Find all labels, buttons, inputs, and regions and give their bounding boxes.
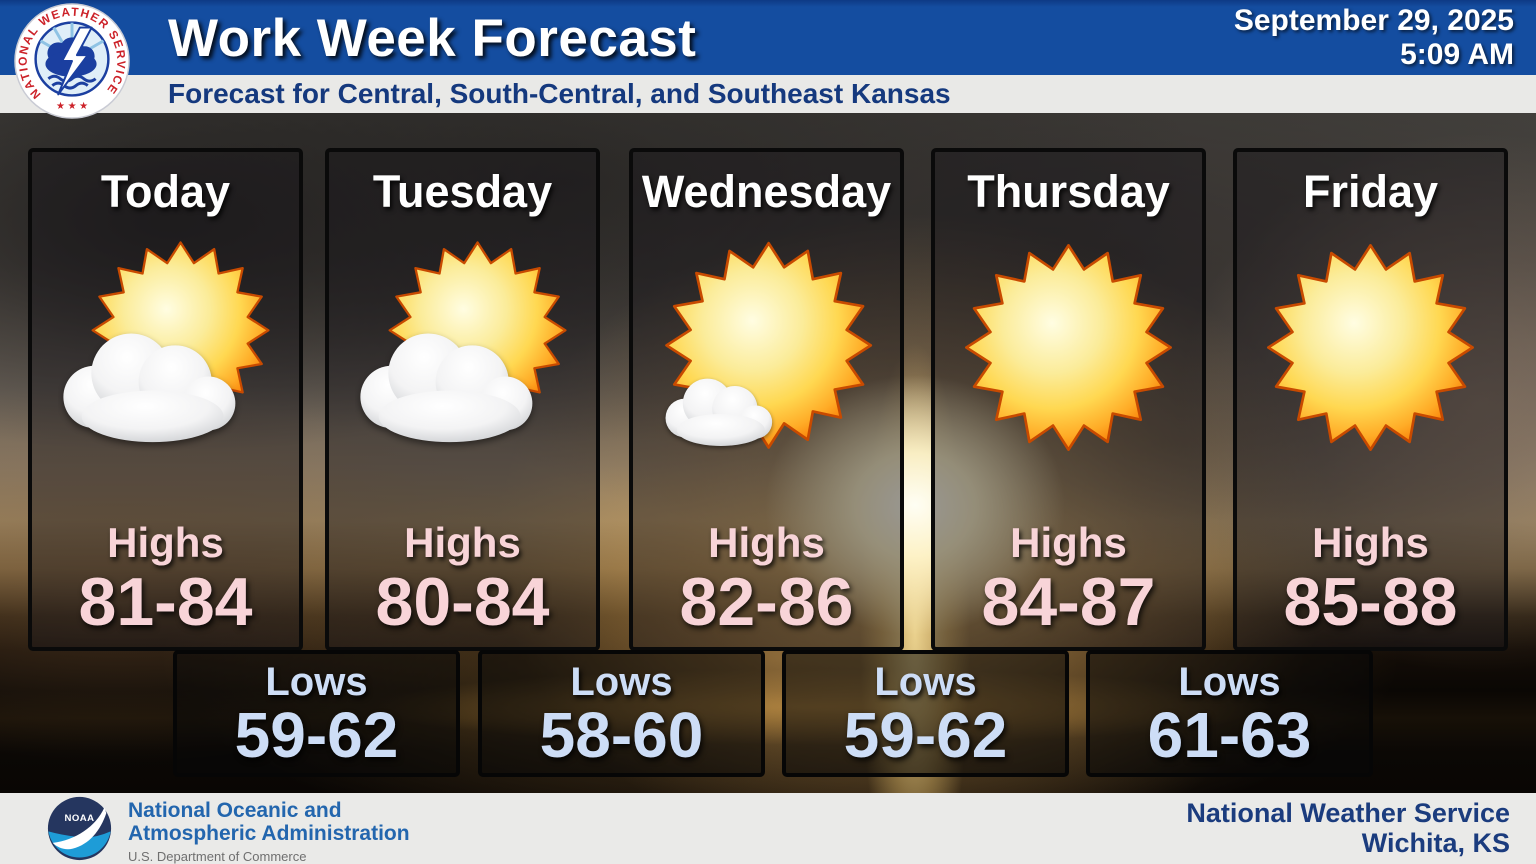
- day-card: Friday Highs 85-88: [1233, 148, 1508, 651]
- partly-cloudy-icon: [58, 240, 273, 455]
- weather-icon: [1263, 240, 1478, 455]
- day-name-label: Today: [100, 166, 231, 217]
- day-card: Wednesday Highs 82-86: [629, 148, 904, 651]
- day-card: Tuesday Highs 80-84: [325, 148, 600, 651]
- weather-icon: [659, 240, 874, 455]
- noaa-org-line1: National Oceanic and: [128, 799, 342, 822]
- highs-label: Highs: [708, 519, 825, 566]
- region-subtitle: Forecast for Central, South-Central, and…: [168, 78, 951, 109]
- lows-value: 61-63: [1147, 698, 1312, 771]
- highs-value: 81-84: [78, 564, 253, 640]
- noaa-org-block: National Oceanic and Atmospheric Adminis…: [128, 799, 410, 864]
- date-text: September 29, 2025: [1233, 4, 1514, 37]
- noaa-logo-text: NOAA: [64, 813, 94, 824]
- lows-box: Lows 61-63: [1086, 650, 1373, 777]
- day-card: Today Highs 81-84: [28, 148, 303, 651]
- noaa-org-line2: Atmospheric Administration: [128, 822, 410, 845]
- lows-label: Lows: [1178, 659, 1281, 704]
- page-title: Work Week Forecast: [168, 9, 697, 68]
- lows-box: Lows 58-60: [478, 650, 765, 777]
- datetime-block: September 29, 2025 5:09 AM: [1234, 4, 1514, 72]
- noaa-logo: NOAA: [47, 796, 112, 861]
- time-text: 5:09 AM: [1400, 38, 1514, 71]
- day-name-label: Wednesday: [641, 166, 892, 217]
- lows-value: 59-62: [843, 698, 1008, 771]
- highs-label: Highs: [1312, 519, 1429, 566]
- lows-label: Lows: [570, 659, 673, 704]
- lows-label: Lows: [874, 659, 977, 704]
- highs-value: 84-87: [981, 564, 1156, 640]
- nws-office-block: National Weather Service Wichita, KS: [1186, 798, 1510, 858]
- day-name-label: Friday: [1302, 166, 1439, 217]
- office-line2: Wichita, KS: [1361, 828, 1510, 858]
- lows-label: Lows: [265, 659, 368, 704]
- sunny-icon: [1263, 240, 1478, 455]
- lows-value: 58-60: [539, 698, 704, 771]
- dept-of-commerce-line: U.S. Department of Commerce: [128, 849, 307, 864]
- mostly-sunny-icon: [659, 240, 874, 455]
- highs-label: Highs: [1010, 519, 1127, 566]
- lows-value: 59-62: [234, 698, 399, 771]
- footer-bar: NOAA National Oceanic and Atmospheric Ad…: [0, 793, 1536, 864]
- header-bar: Work Week Forecast September 29, 2025 5:…: [0, 0, 1536, 75]
- lightning-bolt-icon: [57, 26, 93, 96]
- day-card: Thursday Highs 84-87: [931, 148, 1206, 651]
- highs-label: Highs: [404, 519, 521, 566]
- weather-icon: [961, 240, 1176, 455]
- weather-icon: [355, 240, 570, 455]
- sunny-icon: [961, 240, 1176, 455]
- day-name-label: Thursday: [967, 166, 1170, 217]
- day-name-label: Tuesday: [372, 166, 553, 217]
- sky-photo-background: Today Highs 81-84 Tuesday Highs 80-84 We…: [0, 113, 1536, 793]
- lows-box: Lows 59-62: [173, 650, 460, 777]
- weather-icon: [58, 240, 273, 455]
- nws-ring-stars: ★ ★ ★: [56, 101, 88, 112]
- partly-cloudy-icon: [355, 240, 570, 455]
- highs-label: Highs: [107, 519, 224, 566]
- highs-value: 82-86: [679, 564, 854, 640]
- nws-logo: NATIONAL WEATHER SERVICE ★ ★ ★: [14, 3, 130, 119]
- highs-value: 85-88: [1283, 564, 1458, 640]
- highs-value: 80-84: [375, 564, 550, 640]
- lows-box: Lows 59-62: [782, 650, 1069, 777]
- office-line1: National Weather Service: [1186, 798, 1510, 828]
- subtitle-bar: Forecast for Central, South-Central, and…: [0, 75, 1536, 113]
